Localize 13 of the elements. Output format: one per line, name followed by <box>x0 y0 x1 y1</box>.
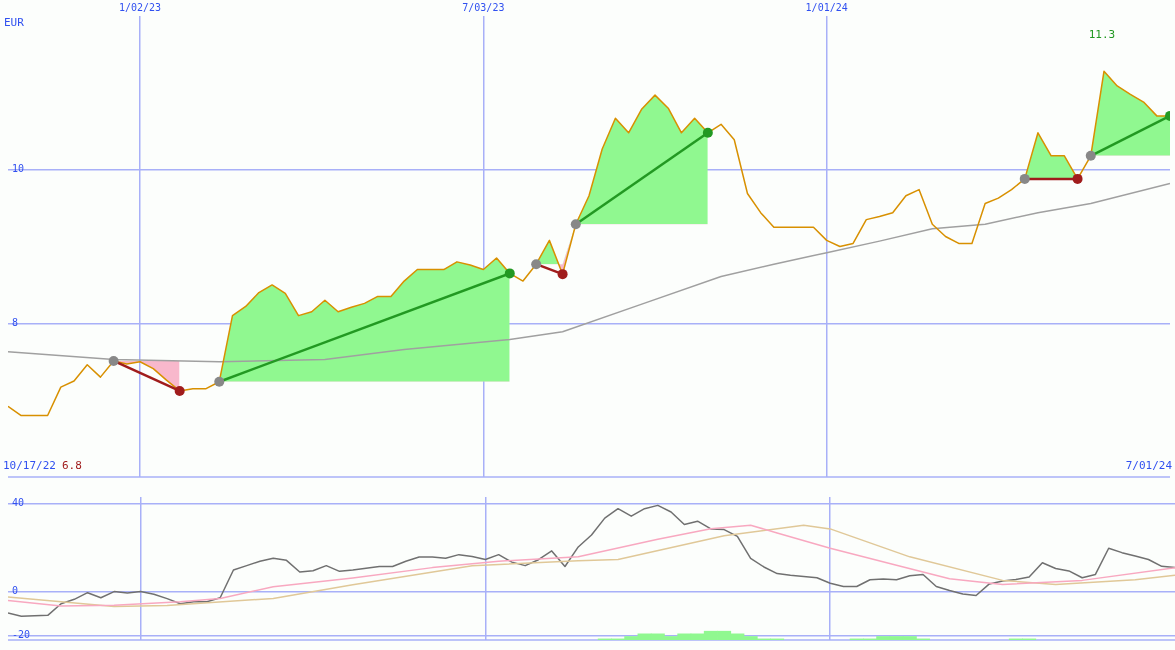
x-tick-label: 1/02/23 <box>118 1 162 13</box>
y-tick-label: 8 <box>12 316 19 328</box>
x-tick-label: 1/01/24 <box>805 1 848 13</box>
annotation: 7/01/24 <box>1125 459 1173 472</box>
y-tick-label: -20 <box>12 629 31 641</box>
x-tick-label: 7/03/23 <box>462 1 505 13</box>
y-tick-label: 10 <box>12 163 25 175</box>
annotation: 11.3 <box>1088 28 1116 41</box>
y-axis-title: EUR <box>4 16 25 29</box>
y-tick-label: 40 <box>12 497 25 509</box>
annotation: 6.8 <box>62 459 82 472</box>
y-tick-label: 0 <box>12 585 19 597</box>
annotation: 10/17/22 <box>3 459 56 472</box>
